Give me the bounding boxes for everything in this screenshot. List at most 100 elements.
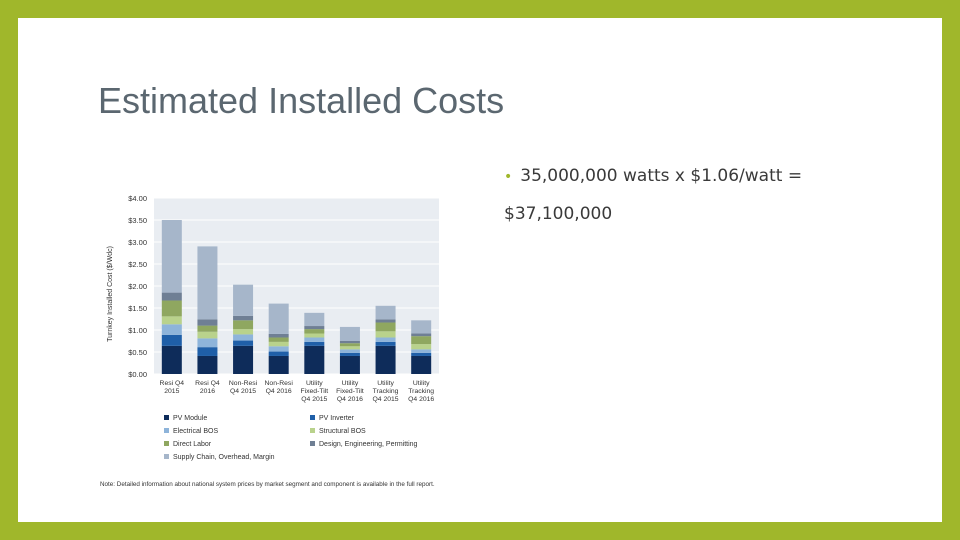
bar-segment <box>197 355 218 374</box>
bar-segment <box>339 343 360 347</box>
x-tick-label: Resi Q4 <box>160 380 185 387</box>
stacked-bar-chart: $0.00 $0.50 $1.00 $1.50 $2.00 $2.50 $3.00 $3.50… <box>100 194 439 488</box>
bar-segment <box>197 347 218 356</box>
x-tick-label: Utility <box>377 380 394 387</box>
y-axis-label: Turnkey Installed Cost ($/Wdc) <box>107 246 114 342</box>
y-tick-label: $3.50 <box>128 216 147 225</box>
x-tick-label: Q4 2015 <box>230 388 256 395</box>
bar-segment <box>268 355 289 374</box>
bar-segment <box>233 329 254 335</box>
bar-segment <box>197 338 218 348</box>
bar-segment <box>268 341 289 347</box>
x-tick-label: Tracking <box>373 388 399 395</box>
x-tick-label: Fixed-Tilt <box>300 388 328 395</box>
y-tick-label: $0.00 <box>128 370 147 379</box>
legend-swatch <box>164 428 169 433</box>
bar-segment <box>339 349 360 353</box>
x-tick-label: Fixed-Tilt <box>336 388 364 395</box>
legend-swatch <box>310 428 315 433</box>
bar-segment <box>197 319 218 326</box>
bar-segment <box>233 284 254 316</box>
bar-segment <box>233 315 254 321</box>
slide-title: Estimated Installed Costs <box>98 80 505 121</box>
bar-segment <box>161 300 182 317</box>
bullet-item: • 35,000,000 watts x $1.06/watt = <box>504 166 924 187</box>
bar-segment <box>304 333 325 338</box>
bar-segment <box>161 345 182 374</box>
bar-segment <box>411 355 432 374</box>
bullet-continuation: $37,100,000 <box>504 204 613 224</box>
legend-label: Supply Chain, Overhead, Margin <box>173 454 275 461</box>
bar-segment <box>161 220 182 293</box>
bar-segment <box>197 325 218 332</box>
bar-segment <box>161 292 182 301</box>
bar-segment <box>375 331 396 338</box>
y-tick-label: $1.50 <box>128 304 147 313</box>
bar-segment <box>268 346 289 352</box>
y-tick-label: $3.00 <box>128 238 147 247</box>
bar-segment <box>411 333 432 337</box>
bar-segment <box>233 345 254 374</box>
x-tick-label: 2016 <box>200 388 215 395</box>
x-tick-label: Utility <box>306 380 323 387</box>
legend-label: Electrical BOS <box>173 428 218 435</box>
bullet-list: • 35,000,000 watts x $1.06/watt = $37,10… <box>504 166 924 224</box>
bar-segment <box>411 344 432 350</box>
x-tick-label: 2015 <box>164 388 179 395</box>
bar-segment <box>375 319 396 323</box>
bullet-dot-icon: • <box>504 169 513 185</box>
legend-swatch <box>310 441 315 446</box>
bar-segment <box>161 324 182 335</box>
bar-segment <box>411 352 432 356</box>
bar-segment <box>161 316 182 325</box>
bar-segment <box>339 326 360 341</box>
bar-segment <box>233 334 254 341</box>
legend-label: PV Inverter <box>319 415 355 422</box>
y-tick-label: $1.00 <box>128 326 147 335</box>
bar-segment <box>161 334 182 346</box>
legend-label: Structural BOS <box>319 428 366 435</box>
y-tick-label: $2.50 <box>128 260 147 269</box>
x-tick-label: Q4 2015 <box>301 396 327 403</box>
bar-segment <box>339 346 360 350</box>
legend-swatch <box>164 454 169 459</box>
bar-segment <box>268 351 289 356</box>
bar-segment <box>375 305 396 320</box>
y-tick-label: $2.00 <box>128 282 147 291</box>
bar-segment <box>304 326 325 330</box>
chart-container: $0.00 $0.50 $1.00 $1.50 $2.00 $2.50 $3.00 $3.50… <box>100 168 452 494</box>
x-tick-label: Resi Q4 <box>195 380 220 387</box>
legend-swatch <box>310 415 315 420</box>
bar-segment <box>268 333 289 338</box>
bar-segment <box>339 352 360 356</box>
bar-segment <box>304 341 325 346</box>
bar-segment <box>375 322 396 332</box>
bar-segment <box>304 345 325 374</box>
bar-segment <box>268 303 289 334</box>
x-tick-label: Q4 2016 <box>266 388 292 395</box>
x-tick-label: Non-Resi <box>229 380 258 387</box>
legend-label: Direct Labor <box>173 441 212 448</box>
legend-label: PV Module <box>173 415 207 422</box>
legend-swatch <box>164 415 169 420</box>
bar-segment <box>375 345 396 374</box>
bar-segment <box>375 337 396 342</box>
x-tick-label: Non-Resi <box>265 380 294 387</box>
bar-segment <box>375 341 396 346</box>
bar-segment <box>411 320 432 334</box>
x-tick-label: Q4 2016 <box>408 396 434 403</box>
y-tick-label: $4.00 <box>128 194 147 203</box>
bar-segment <box>304 329 325 334</box>
x-tick-label: Q4 2016 <box>337 396 363 403</box>
x-tick-label: Tracking <box>408 388 434 395</box>
bar-segment <box>339 355 360 374</box>
x-tick-label: Utility <box>342 380 359 387</box>
bar-segment <box>197 246 218 320</box>
chart-note: Note: Detailed information about nationa… <box>100 481 435 488</box>
bar-segment <box>233 340 254 346</box>
bar-segment <box>197 331 218 339</box>
slide: Estimated Installed Costs • 35,000,000 w… <box>18 18 942 522</box>
x-tick-label: Q4 2015 <box>373 396 399 403</box>
bar-segment <box>233 320 254 330</box>
legend-label: Design, Engineering, Permitting <box>319 441 418 448</box>
